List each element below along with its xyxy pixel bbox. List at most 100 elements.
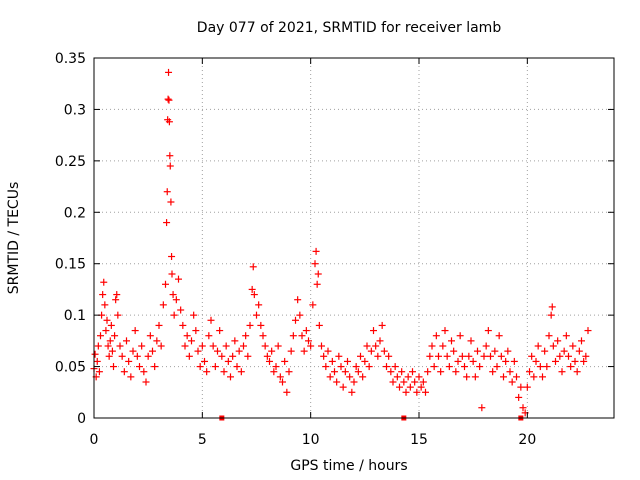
data-point [543,363,551,371]
data-point [211,363,219,371]
data-point [91,350,99,358]
data-point [430,363,438,371]
data-point [471,373,479,381]
x-tick-label: 15 [410,432,428,448]
data-point [203,368,211,376]
data-point [467,337,475,345]
data-point [493,363,501,371]
data-point [500,373,507,381]
data-point [510,357,518,365]
data-point [209,342,217,350]
data-point [108,347,116,355]
data-point [437,368,445,376]
data-point [125,357,133,365]
data-point [454,357,462,365]
data-point [489,368,497,376]
data-point [164,95,172,103]
data-point [151,363,159,371]
data-point [205,332,213,340]
data-point [289,332,297,340]
data-point [328,357,336,365]
data-point [406,383,414,391]
data-point [165,96,173,104]
data-point [101,301,109,309]
data-point [163,219,171,227]
data-point [365,363,373,371]
y-tick-label: 0 [77,411,86,427]
data-point [142,378,150,386]
data-point [385,352,393,360]
data-point [259,332,267,340]
data-point [240,342,247,350]
data-point [357,352,364,360]
data-point [266,357,273,365]
data-point [190,311,198,319]
data-point [192,327,200,335]
data-point [517,383,525,391]
data-point [376,337,384,345]
data-point [261,342,269,350]
data-point [222,342,230,350]
data-point [560,347,568,355]
data-point [450,347,458,355]
chart-title: Day 077 of 2021, SRMTID for receiver lam… [197,20,502,36]
data-point [526,368,533,376]
data-point [99,291,107,299]
data-point [129,347,137,355]
data-point [541,347,549,355]
data-point [404,373,412,381]
data-point [97,332,104,340]
data-point [326,373,334,381]
x-tick-label: 5 [198,432,207,448]
data-point [350,378,358,386]
data-point [127,373,135,381]
data-point [201,357,208,365]
data-point [274,342,282,350]
data-point [534,342,542,350]
data-point [367,347,375,355]
data-point [497,352,505,360]
data-point [255,301,263,309]
x-tick-label: 10 [302,432,320,448]
data-point [281,357,289,365]
data-point [567,363,575,371]
data-point [120,368,128,376]
data-point [318,342,325,350]
data-point [194,347,202,355]
data-point [309,301,317,309]
data-point [569,342,577,350]
data-point [495,332,503,340]
data-point [506,368,514,376]
data-point [380,347,388,355]
data-point [314,270,322,278]
data-point [114,311,122,319]
data-point [565,352,572,360]
data-point [383,363,390,371]
data-point [118,352,126,360]
data-point [175,275,182,283]
data-point [515,393,523,401]
data-point [556,352,564,360]
data-point [452,368,460,376]
data-point [378,321,386,329]
data-point [504,347,512,355]
data-point [389,378,397,386]
data-point [571,357,579,365]
data-point [253,311,260,319]
data-point [484,327,492,335]
data-point [131,327,139,335]
data-point [337,363,345,371]
data-point [402,388,410,396]
data-point [105,352,113,360]
data-point [398,368,406,376]
data-point [250,291,258,299]
data-point [530,373,538,381]
data-point [339,383,347,391]
data-point [539,373,546,381]
data-point [140,368,148,376]
data-point [372,342,380,350]
data-point [400,378,408,386]
data-point [424,368,432,376]
data-point [292,316,299,324]
data-point [443,352,451,360]
